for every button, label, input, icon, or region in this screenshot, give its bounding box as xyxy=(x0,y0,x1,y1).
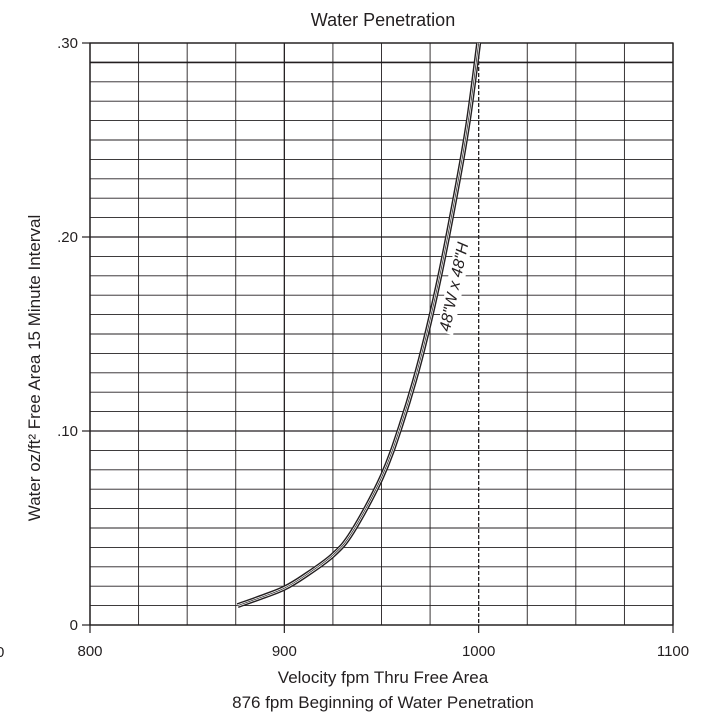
y-tick-label: .20 xyxy=(57,229,78,246)
x-tick-label-cut: 0 xyxy=(0,644,4,661)
x-tick-label: 1100 xyxy=(657,643,689,660)
chart-title: Water Penetration xyxy=(311,10,455,30)
x-tick-labels: 800 900 1000 1100 xyxy=(77,625,689,660)
y-tick-label: 0 xyxy=(70,617,78,634)
y-tick-label: .30 xyxy=(57,35,78,52)
x-tick-label: 800 xyxy=(77,643,102,660)
curve-layer xyxy=(236,42,482,608)
grid xyxy=(89,42,674,626)
y-axis-label: Water oz/ft² Free Area 15 Minute Interva… xyxy=(25,215,44,521)
y-tick-labels: 0 .10 .20 .30 xyxy=(57,35,90,634)
y-tick-label: .10 xyxy=(57,423,78,440)
series-label-background xyxy=(436,238,473,336)
x-tick-label: 900 xyxy=(272,643,297,660)
series-line-center xyxy=(237,42,480,606)
x-axis-note: 876 fpm Beginning of Water Penetration xyxy=(232,693,534,712)
x-tick-label: 1000 xyxy=(462,643,495,660)
x-axis-label: Velocity fpm Thru Free Area xyxy=(278,668,489,687)
plot-frame xyxy=(89,42,674,626)
